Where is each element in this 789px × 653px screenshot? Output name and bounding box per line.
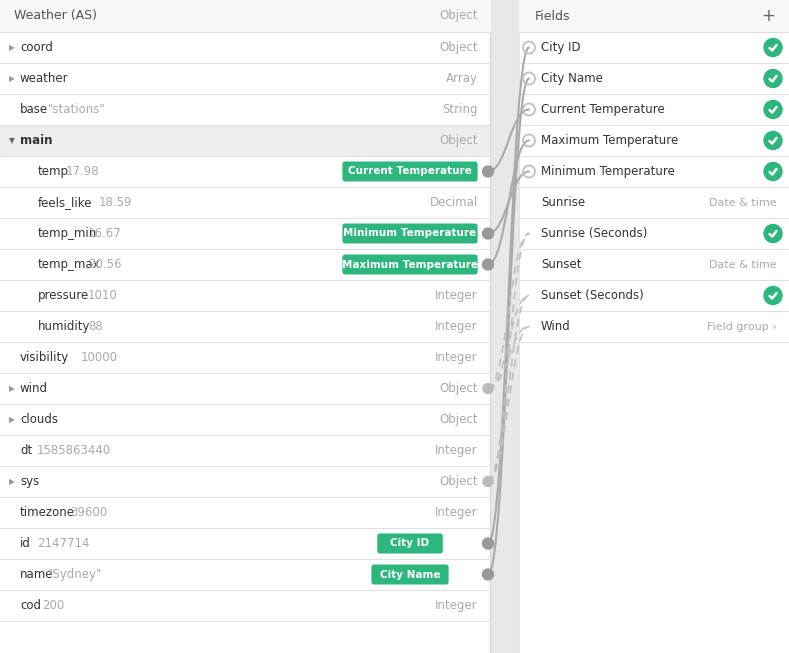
Text: Minimum Temperature: Minimum Temperature (541, 165, 675, 178)
Text: Current Temperature: Current Temperature (541, 103, 665, 116)
Circle shape (764, 101, 782, 118)
Text: "stations": "stations" (48, 103, 106, 116)
Text: weather: weather (20, 72, 69, 85)
Bar (0, 125, 490, 156)
Text: sys: sys (20, 475, 39, 488)
Text: Object: Object (439, 413, 478, 426)
Circle shape (764, 69, 782, 88)
FancyBboxPatch shape (342, 255, 477, 274)
Text: Sunrise (Seconds): Sunrise (Seconds) (541, 227, 648, 240)
Text: "Sydney": "Sydney" (48, 568, 103, 581)
Text: Integer: Integer (436, 444, 478, 457)
Text: Array: Array (446, 72, 478, 85)
Text: 17.98: 17.98 (66, 165, 99, 178)
Text: String: String (443, 103, 478, 116)
Text: Object: Object (439, 382, 478, 395)
Text: Decimal: Decimal (430, 196, 478, 209)
Text: Current Temperature: Current Temperature (348, 167, 472, 176)
Text: pressure: pressure (38, 289, 89, 302)
Text: Object: Object (439, 41, 478, 54)
Text: temp_max: temp_max (38, 258, 101, 271)
Text: Maximum Temperature: Maximum Temperature (541, 134, 679, 147)
Text: Wind: Wind (541, 320, 570, 333)
Text: Fields: Fields (535, 10, 570, 22)
Text: Minimum Temperature: Minimum Temperature (343, 229, 477, 238)
Text: 10000: 10000 (81, 351, 118, 364)
Text: Sunset: Sunset (541, 258, 581, 271)
Text: 16.67: 16.67 (88, 227, 122, 240)
Text: Sunset (Seconds): Sunset (Seconds) (541, 289, 644, 302)
Circle shape (483, 477, 493, 486)
Bar (519, 0, 789, 653)
Circle shape (483, 228, 493, 239)
Text: 1010: 1010 (88, 289, 118, 302)
Text: City ID: City ID (391, 539, 429, 549)
Text: ▶: ▶ (9, 43, 15, 52)
Text: +: + (761, 7, 775, 25)
Text: 20.56: 20.56 (88, 258, 122, 271)
Circle shape (764, 39, 782, 57)
Text: ▶: ▶ (9, 74, 15, 83)
Text: 88: 88 (88, 320, 103, 333)
Text: temp_min: temp_min (38, 227, 97, 240)
Text: humidity: humidity (38, 320, 91, 333)
Circle shape (764, 225, 782, 242)
FancyBboxPatch shape (342, 161, 477, 182)
Text: clouds: clouds (20, 413, 58, 426)
Circle shape (764, 163, 782, 180)
Text: 200: 200 (43, 599, 65, 612)
Text: Object: Object (439, 134, 478, 147)
Text: Object: Object (439, 10, 478, 22)
Text: Integer: Integer (436, 351, 478, 364)
Text: Sunrise: Sunrise (541, 196, 585, 209)
Bar (490, 0, 548, 653)
Text: cod: cod (20, 599, 41, 612)
Text: temp: temp (38, 165, 69, 178)
Text: City ID: City ID (541, 41, 581, 54)
Text: 1585863440: 1585863440 (37, 444, 111, 457)
Circle shape (483, 166, 493, 177)
Text: Date & time: Date & time (709, 197, 777, 208)
Text: wind: wind (20, 382, 48, 395)
Circle shape (483, 383, 493, 394)
Text: dt: dt (20, 444, 32, 457)
Bar (519, 0, 789, 32)
Text: ▶: ▶ (9, 477, 15, 486)
Text: visibility: visibility (20, 351, 69, 364)
Text: coord: coord (20, 41, 53, 54)
Text: Object: Object (439, 475, 478, 488)
FancyBboxPatch shape (372, 564, 449, 584)
Text: ▶: ▶ (9, 384, 15, 393)
Circle shape (483, 569, 493, 580)
FancyBboxPatch shape (342, 223, 477, 244)
Text: name: name (20, 568, 54, 581)
Text: Date & time: Date & time (709, 259, 777, 270)
Circle shape (764, 287, 782, 304)
Text: Maximum Temperature: Maximum Temperature (342, 259, 478, 270)
Text: Integer: Integer (436, 599, 478, 612)
Circle shape (483, 259, 493, 270)
Bar (0, 0, 490, 32)
Text: City Name: City Name (541, 72, 603, 85)
Text: Integer: Integer (436, 506, 478, 519)
Text: feels_like: feels_like (38, 196, 92, 209)
Text: 2147714: 2147714 (37, 537, 89, 550)
Text: ▶: ▶ (9, 415, 15, 424)
Circle shape (764, 131, 782, 150)
Text: City Name: City Name (380, 569, 440, 579)
Text: 18.59: 18.59 (99, 196, 133, 209)
Text: Integer: Integer (436, 289, 478, 302)
Bar (0, 0, 490, 653)
Text: ▼: ▼ (9, 136, 15, 145)
Text: timezone: timezone (20, 506, 75, 519)
Text: base: base (20, 103, 48, 116)
FancyBboxPatch shape (377, 534, 443, 554)
Text: id: id (20, 537, 31, 550)
Text: 39600: 39600 (70, 506, 107, 519)
Text: main: main (20, 134, 53, 147)
Text: Weather (AS): Weather (AS) (14, 10, 97, 22)
Text: Integer: Integer (436, 320, 478, 333)
Circle shape (483, 538, 493, 549)
Text: Field group ›: Field group › (708, 321, 777, 332)
